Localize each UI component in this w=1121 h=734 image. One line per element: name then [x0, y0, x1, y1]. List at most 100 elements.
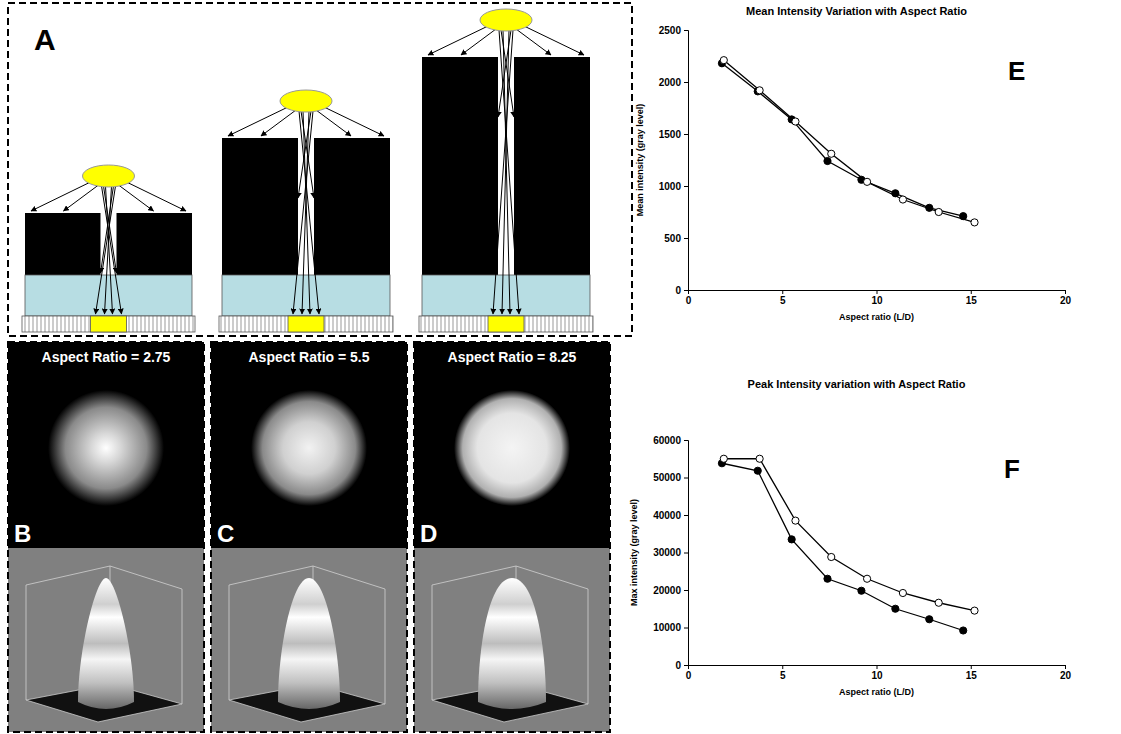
data-point — [971, 219, 978, 226]
data-point — [828, 150, 835, 157]
setup — [22, 165, 195, 332]
ray — [524, 26, 584, 55]
tick: 1000 — [659, 181, 688, 192]
image-panel: Aspect Ratio = 5.5C — [211, 342, 407, 732]
ray — [102, 186, 122, 314]
axis-line — [684, 441, 689, 666]
tick-mark — [684, 440, 688, 441]
detector — [488, 316, 524, 332]
series-line — [722, 463, 963, 630]
axis-line — [684, 31, 689, 291]
tick: 0 — [686, 290, 692, 306]
tick-mark — [971, 665, 972, 669]
light-source — [280, 90, 332, 112]
tick: 20 — [1060, 290, 1072, 306]
ray — [516, 29, 551, 55]
tick-label: 40000 — [653, 510, 681, 521]
ray — [127, 182, 187, 211]
y-axis-title: Max intensity (gray level) — [629, 499, 639, 606]
ray — [461, 29, 496, 55]
ray — [499, 30, 519, 314]
box-edge — [432, 585, 433, 700]
tick: 2000 — [659, 77, 688, 88]
layer — [422, 275, 590, 316]
data-point — [824, 157, 831, 164]
panel-letter: A — [34, 23, 56, 56]
tick-label: 5 — [780, 295, 786, 306]
data-point — [935, 599, 942, 606]
x-axis: 05101520 — [686, 665, 1072, 681]
data-point — [858, 587, 865, 594]
data-point — [926, 616, 933, 623]
ray — [299, 111, 319, 314]
ray — [493, 30, 513, 314]
panel-border — [211, 342, 407, 732]
data-point — [899, 589, 906, 596]
data-point — [754, 467, 761, 474]
tick-label: 50000 — [653, 472, 681, 483]
detector — [288, 316, 324, 332]
data-point — [935, 208, 942, 215]
tick-mark — [684, 590, 688, 591]
tick-mark — [684, 290, 688, 291]
panel-letter: B — [14, 520, 31, 547]
tick-label: 10000 — [653, 622, 681, 633]
ray — [324, 107, 384, 136]
ray — [119, 185, 154, 211]
image-bottom — [8, 548, 204, 732]
axis-line — [689, 666, 1066, 670]
tick-mark — [684, 238, 688, 239]
data-point — [720, 57, 727, 64]
image-panel: Aspect Ratio = 8.25D — [414, 342, 610, 732]
ray — [503, 30, 510, 314]
y-axis: 0100002000030000400005000060000 — [653, 435, 688, 671]
panel-letter: C — [217, 520, 234, 547]
tick-label: 10 — [871, 295, 883, 306]
tick: 20 — [1060, 665, 1072, 681]
tick-mark — [971, 290, 972, 294]
tick-label: 30000 — [653, 547, 681, 558]
tick-label: 15 — [966, 670, 978, 681]
ray — [428, 26, 488, 55]
axis-line — [689, 291, 1066, 295]
tick: 20000 — [653, 585, 688, 596]
tick: 15 — [966, 290, 978, 306]
light-source — [480, 9, 532, 31]
spot — [251, 390, 367, 506]
ray — [301, 111, 314, 198]
tick: 0 — [686, 665, 692, 681]
tick: 40000 — [653, 510, 688, 521]
panel-letter: E — [1008, 56, 1025, 86]
ray — [104, 186, 117, 273]
ray — [502, 30, 509, 314]
ray — [498, 30, 511, 117]
ray — [298, 111, 311, 198]
tick-label: 60000 — [653, 435, 681, 446]
tick-label: 1500 — [659, 129, 682, 140]
y-axis-title: Mean intensity (gray level) — [635, 104, 645, 217]
x-axis-title: Aspect ratio (L/D) — [839, 687, 914, 697]
box-edge — [26, 585, 27, 700]
tick-label: 10 — [871, 670, 883, 681]
figure: AAspect Ratio = 2.75BAspect Ratio = 5.5C… — [0, 0, 1121, 734]
tick-mark — [684, 628, 688, 629]
tick: 30000 — [653, 547, 688, 558]
box-edge — [385, 589, 386, 704]
tick: 0 — [675, 285, 688, 296]
tick-mark — [877, 665, 878, 669]
image-top — [211, 342, 407, 548]
tick-mark — [684, 186, 688, 187]
x-axis-title: Aspect ratio (L/D) — [839, 312, 914, 322]
tick: 10 — [871, 665, 883, 681]
chart-title: Mean Intensity Variation with Aspect Rat… — [746, 5, 967, 17]
tick: 500 — [664, 233, 688, 244]
tick-mark — [782, 290, 783, 294]
ray — [501, 30, 514, 117]
detector — [91, 316, 127, 332]
substrate — [419, 316, 593, 332]
tick-mark — [684, 553, 688, 554]
tick-mark — [1065, 665, 1066, 669]
series-line — [722, 63, 963, 216]
tick: 10 — [871, 290, 883, 306]
ray — [64, 185, 99, 211]
